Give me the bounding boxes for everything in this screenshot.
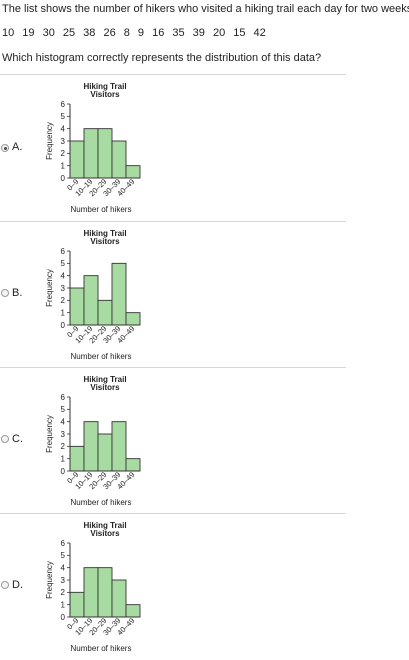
- option-letter-d: D.: [12, 579, 23, 591]
- histogram-bar: [125, 312, 141, 326]
- chart-title: Visitors: [90, 383, 120, 392]
- y-tick-label: 3: [61, 137, 66, 146]
- y-tick-label: 1: [61, 600, 66, 609]
- question-text: Which histogram correctly represents the…: [2, 52, 322, 64]
- histogram-bar: [125, 604, 141, 618]
- chart-title: Hiking Trail: [83, 375, 126, 384]
- chart-title: Hiking Trail: [83, 82, 126, 91]
- histogram-bar: [97, 433, 113, 472]
- y-axis-label: Frequency: [45, 561, 54, 599]
- histogram-bar: [111, 140, 127, 179]
- y-axis-label: Frequency: [45, 122, 54, 160]
- chart-title: Hiking Trail: [83, 521, 126, 530]
- answer-option-a[interactable]: A. Hiking Trail Visitors 0 1 2 3 4 5 6 0–9 10–19 20…: [0, 75, 346, 221]
- histogram-bar: [97, 128, 113, 179]
- hiker-data-list: 10 19 30 25 38 26 8 9 16 35 39 20 15 42: [2, 27, 266, 39]
- y-tick-label: 5: [61, 551, 66, 560]
- histogram-bar: [125, 458, 141, 472]
- histogram-c: Hiking TrailVisitors01234560–910–1920–29…: [45, 375, 141, 507]
- radio-button-d[interactable]: [1, 581, 9, 589]
- y-tick-label: 4: [61, 271, 66, 280]
- y-tick-label: 2: [61, 442, 66, 451]
- answer-option-d[interactable]: D. Hiking Trail Visitors 0 1 2 3 4 5 6 0–9 10–19 20…: [0, 514, 346, 660]
- radio-button-c[interactable]: [1, 435, 9, 443]
- y-tick-label: 4: [61, 124, 66, 133]
- y-tick-label: 3: [61, 576, 66, 585]
- histogram-d: Hiking TrailVisitors01234560–910–1920–29…: [45, 521, 141, 653]
- histogram-bar: [97, 567, 113, 618]
- divider: [0, 74, 346, 75]
- y-tick-label: 1: [61, 308, 66, 317]
- chart-title: Visitors: [90, 529, 120, 538]
- y-tick-label: 5: [61, 112, 66, 121]
- chart-title: Visitors: [90, 90, 120, 99]
- histogram-bar: [83, 567, 99, 618]
- histogram-bar: [125, 165, 141, 179]
- y-tick-label: 4: [61, 563, 66, 572]
- histogram-b: Hiking TrailVisitors01234560–910–1920–29…: [45, 229, 141, 361]
- y-tick-label: 5: [61, 405, 66, 414]
- chart-title: Visitors: [90, 237, 120, 246]
- y-tick-label: 4: [61, 417, 66, 426]
- y-tick-label: 2: [61, 149, 66, 158]
- y-tick-label: 2: [61, 588, 66, 597]
- option-letter-c: C.: [12, 433, 23, 445]
- chart-title: Hiking Trail: [83, 229, 126, 238]
- y-tick-label: 0: [61, 613, 66, 622]
- histogram-bar: [69, 591, 85, 618]
- histogram-bar: [111, 262, 127, 326]
- option-letter-a: A.: [12, 141, 23, 153]
- radio-button-b[interactable]: [1, 289, 9, 297]
- y-tick-label: 1: [61, 161, 66, 170]
- x-axis-label: Number of hikers: [71, 205, 132, 214]
- radio-button-a[interactable]: [1, 144, 9, 152]
- y-tick-label: 3: [61, 284, 66, 293]
- x-axis-label: Number of hikers: [71, 352, 132, 361]
- divider: [0, 221, 346, 222]
- y-tick-label: 1: [61, 454, 66, 463]
- y-axis-label: Frequency: [45, 415, 54, 453]
- x-axis-label: Number of hikers: [71, 498, 132, 507]
- y-tick-label: 6: [61, 539, 66, 548]
- histogram-bar: [97, 299, 113, 326]
- answer-option-b[interactable]: B. Hiking Trail Visitors 0 1 2 3 4 5 6 0–9 10–19 20…: [0, 222, 346, 368]
- histogram-bar: [69, 140, 85, 179]
- y-tick-label: 0: [61, 467, 66, 476]
- option-letter-b: B.: [12, 287, 23, 299]
- x-axis-label: Number of hikers: [71, 644, 132, 653]
- y-tick-label: 0: [61, 174, 66, 183]
- histogram-bar: [83, 421, 99, 472]
- histogram-bar: [111, 579, 127, 618]
- histogram-bar: [83, 128, 99, 179]
- y-tick-label: 6: [61, 100, 66, 109]
- answer-option-c[interactable]: C. Hiking Trail Visitors 0 1 2 3 4 5 6 0–9 10–19 20…: [0, 368, 346, 514]
- histogram-bar: [69, 287, 85, 326]
- divider: [0, 513, 346, 514]
- y-axis-label: Frequency: [45, 269, 54, 307]
- y-tick-label: 6: [61, 393, 66, 402]
- question-prompt: The list shows the number of hikers who …: [2, 3, 409, 15]
- histogram-bar: [83, 275, 99, 326]
- y-tick-label: 6: [61, 247, 66, 256]
- histogram-bar: [111, 421, 127, 472]
- y-tick-label: 2: [61, 296, 66, 305]
- histogram-bar: [69, 445, 85, 472]
- y-tick-label: 5: [61, 259, 66, 268]
- histogram-a: Hiking TrailVisitors01234560–910–1920–29…: [45, 82, 141, 214]
- y-tick-label: 3: [61, 430, 66, 439]
- y-tick-label: 0: [61, 321, 66, 330]
- divider: [0, 367, 346, 368]
